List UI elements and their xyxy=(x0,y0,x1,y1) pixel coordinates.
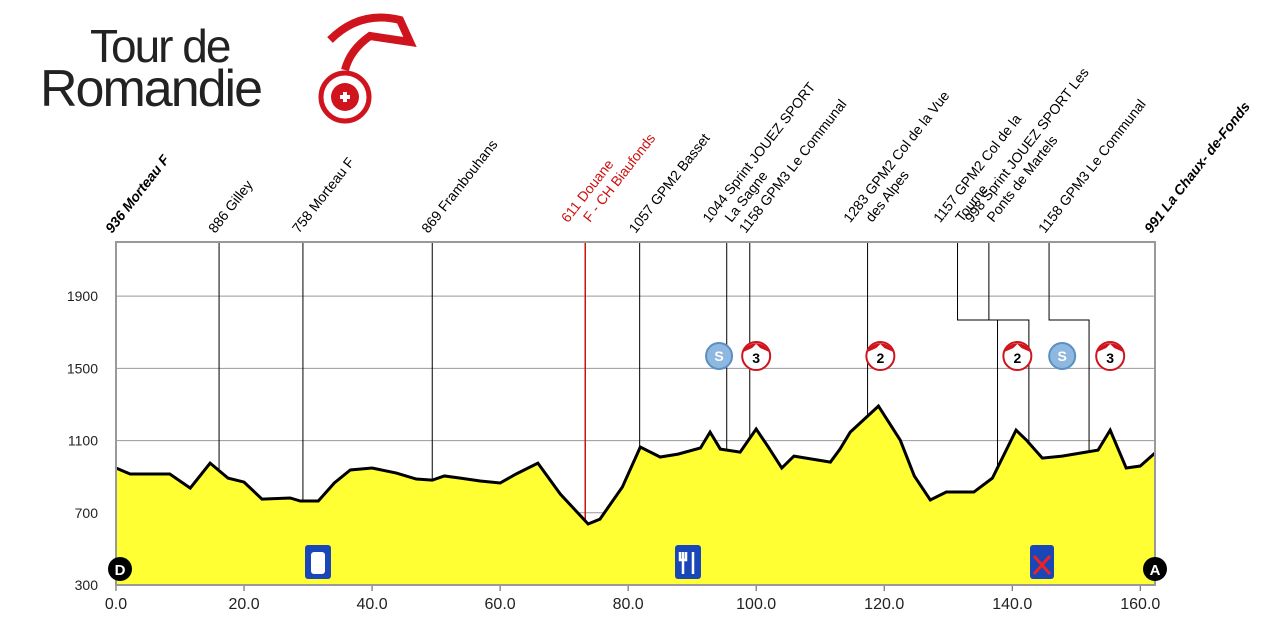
food-icon-cutlery xyxy=(678,552,695,574)
logo-swoosh xyxy=(327,13,417,72)
plot-frame xyxy=(115,241,1156,586)
y-tick-label: 1900 xyxy=(67,288,98,304)
waypoint-text: 869 Frambouhans xyxy=(418,136,501,235)
x-tick-label: 20.0 xyxy=(228,596,259,613)
y-tick-label: 700 xyxy=(75,505,99,521)
x-tick-label: 160.0 xyxy=(1120,596,1160,613)
no-feed-icon-cross xyxy=(1032,555,1052,575)
food-icon-bg xyxy=(675,545,701,579)
profile-area xyxy=(116,406,1155,585)
climb-cap xyxy=(867,343,894,352)
marker-text: S xyxy=(714,348,723,364)
logo-line2: Romandie xyxy=(40,60,261,118)
marker-text: 2 xyxy=(1013,350,1021,366)
waypoint-text: 936 Morteau F xyxy=(102,151,173,235)
x-tick-label: 100.0 xyxy=(736,596,776,613)
waypoint-label: 991 La Chaux- de-Fonds xyxy=(1141,98,1253,236)
feed-icon-bottle xyxy=(311,552,325,574)
start-marker xyxy=(108,557,132,581)
marker-text: 3 xyxy=(752,350,760,366)
waypoint-label: 886 Gilley xyxy=(205,177,256,236)
x-tick-label: 140.0 xyxy=(992,596,1032,613)
food-icon xyxy=(675,545,701,579)
marker-text: 2 xyxy=(876,350,884,366)
waypoint-label: 758 Morteau F xyxy=(289,154,358,236)
start-text: D xyxy=(115,562,126,579)
climb-cap xyxy=(1004,343,1031,352)
y-tick-label: 1500 xyxy=(67,360,98,376)
waypoint-text: 886 Gilley xyxy=(205,177,256,236)
y-tick-label: 1100 xyxy=(68,433,98,449)
logo-line1: Tour de xyxy=(90,20,230,72)
marker-text: 3 xyxy=(1106,350,1114,366)
waypoint-label: 936 Morteau F xyxy=(102,151,173,235)
x-tick-label: 80.0 xyxy=(613,596,644,613)
waypoint-text: 991 La Chaux- de-Fonds xyxy=(1141,98,1253,236)
x-tick-label: 120.0 xyxy=(864,596,904,613)
x-tick-label: 0.0 xyxy=(105,596,127,613)
logo-cross xyxy=(340,92,350,102)
finish-marker xyxy=(1143,557,1167,581)
x-tick-label: 60.0 xyxy=(485,596,516,613)
marker-text: S xyxy=(1058,348,1067,364)
waypoint-label: 869 Frambouhans xyxy=(418,136,501,235)
sprint-marker xyxy=(705,342,734,370)
finish-text: A xyxy=(1150,562,1161,579)
logo: Tour de Romandie xyxy=(40,13,417,124)
x-tick-label: 40.0 xyxy=(356,596,387,613)
climb-cap xyxy=(743,343,770,352)
waypoint-text: 758 Morteau F xyxy=(289,154,358,236)
waypoint-line xyxy=(957,242,999,585)
climb-cap xyxy=(1097,343,1124,352)
y-tick-label: 300 xyxy=(75,577,99,593)
no-feed-icon-bg xyxy=(1030,545,1054,579)
sprint-marker xyxy=(1048,342,1077,370)
waypoint-text: 1283 GPM2 Col de la Vue xyxy=(840,88,953,226)
profile-line xyxy=(115,403,1156,526)
feed-icon xyxy=(305,545,331,579)
no-feed-icon xyxy=(1030,545,1054,579)
logo-wheel xyxy=(318,70,372,124)
